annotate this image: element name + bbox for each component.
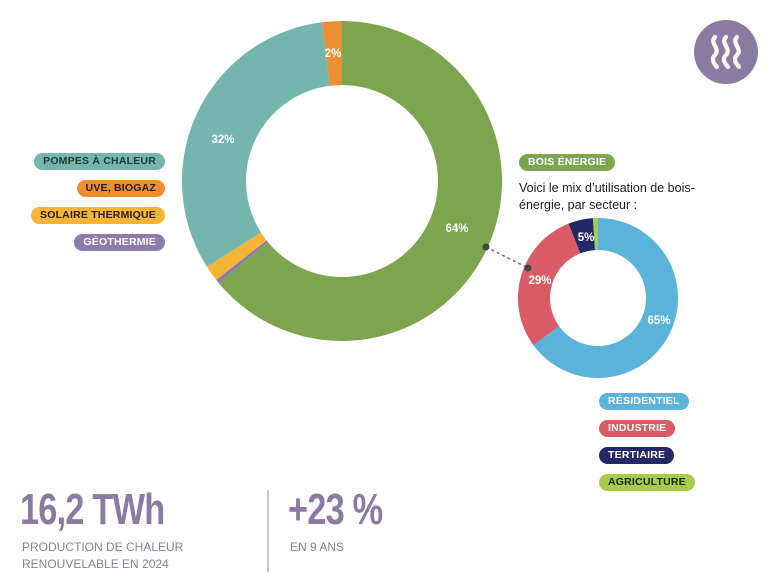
donut-slice — [206, 232, 267, 280]
legend-solaire-thermique: SOLAIRE THERMIQUE — [31, 207, 165, 224]
legend-pompes-a-chaleur: POMPES À CHALEUR — [34, 153, 165, 170]
slice-label-tertiaire: 5% — [577, 232, 595, 244]
donut-slice — [533, 218, 678, 378]
slice-label-residentiel: 65% — [647, 315, 671, 327]
donut-slice — [568, 218, 595, 254]
slice-label-bois: 64% — [445, 223, 469, 235]
slice-label-industrie: 29% — [528, 275, 552, 287]
legend-uve-biogaz: UVE, BIOGAZ — [76, 180, 165, 197]
slice-label-pompes: 32% — [211, 134, 235, 146]
slice-label-uve: 2% — [324, 48, 342, 60]
donut-slice — [517, 223, 581, 346]
main-donut-chart — [181, 21, 502, 341]
donut-slice — [321, 21, 342, 86]
production-value: 16,2 TWh — [20, 485, 165, 534]
growth-label: EN 9 ANS — [290, 540, 345, 554]
legend-agriculture: AGRICULTURE — [599, 474, 695, 491]
production-label-line2: RENOUVELABLE EN 2024 — [22, 557, 169, 571]
connector-line — [482, 243, 532, 272]
connector-dot-end — [524, 264, 532, 272]
legend-bois-energie: BOIS ÉNERGIE — [519, 154, 616, 171]
donut-slice — [181, 22, 330, 267]
donut-slice — [216, 240, 269, 283]
donut-slice — [218, 21, 502, 341]
bois-caption: Voici le mix d’utilisation de bois-énerg… — [519, 181, 695, 212]
legend-industrie: INDUSTRIE — [599, 420, 676, 437]
legend-geothermie: GÉOTHERMIE — [74, 234, 165, 251]
production-label-line1: PRODUCTION DE CHALEUR — [22, 540, 184, 554]
legend-residentiel: RÉSIDENTIEL — [599, 393, 689, 410]
donut-slice — [592, 218, 598, 251]
growth-value: +23 % — [288, 485, 383, 534]
heat-waves-icon — [694, 20, 758, 84]
bois-sector-donut-chart — [517, 218, 678, 378]
connector-dot-start — [482, 243, 490, 251]
stats-divider — [267, 490, 269, 572]
legend-tertiaire: TERTIAIRE — [599, 447, 675, 464]
